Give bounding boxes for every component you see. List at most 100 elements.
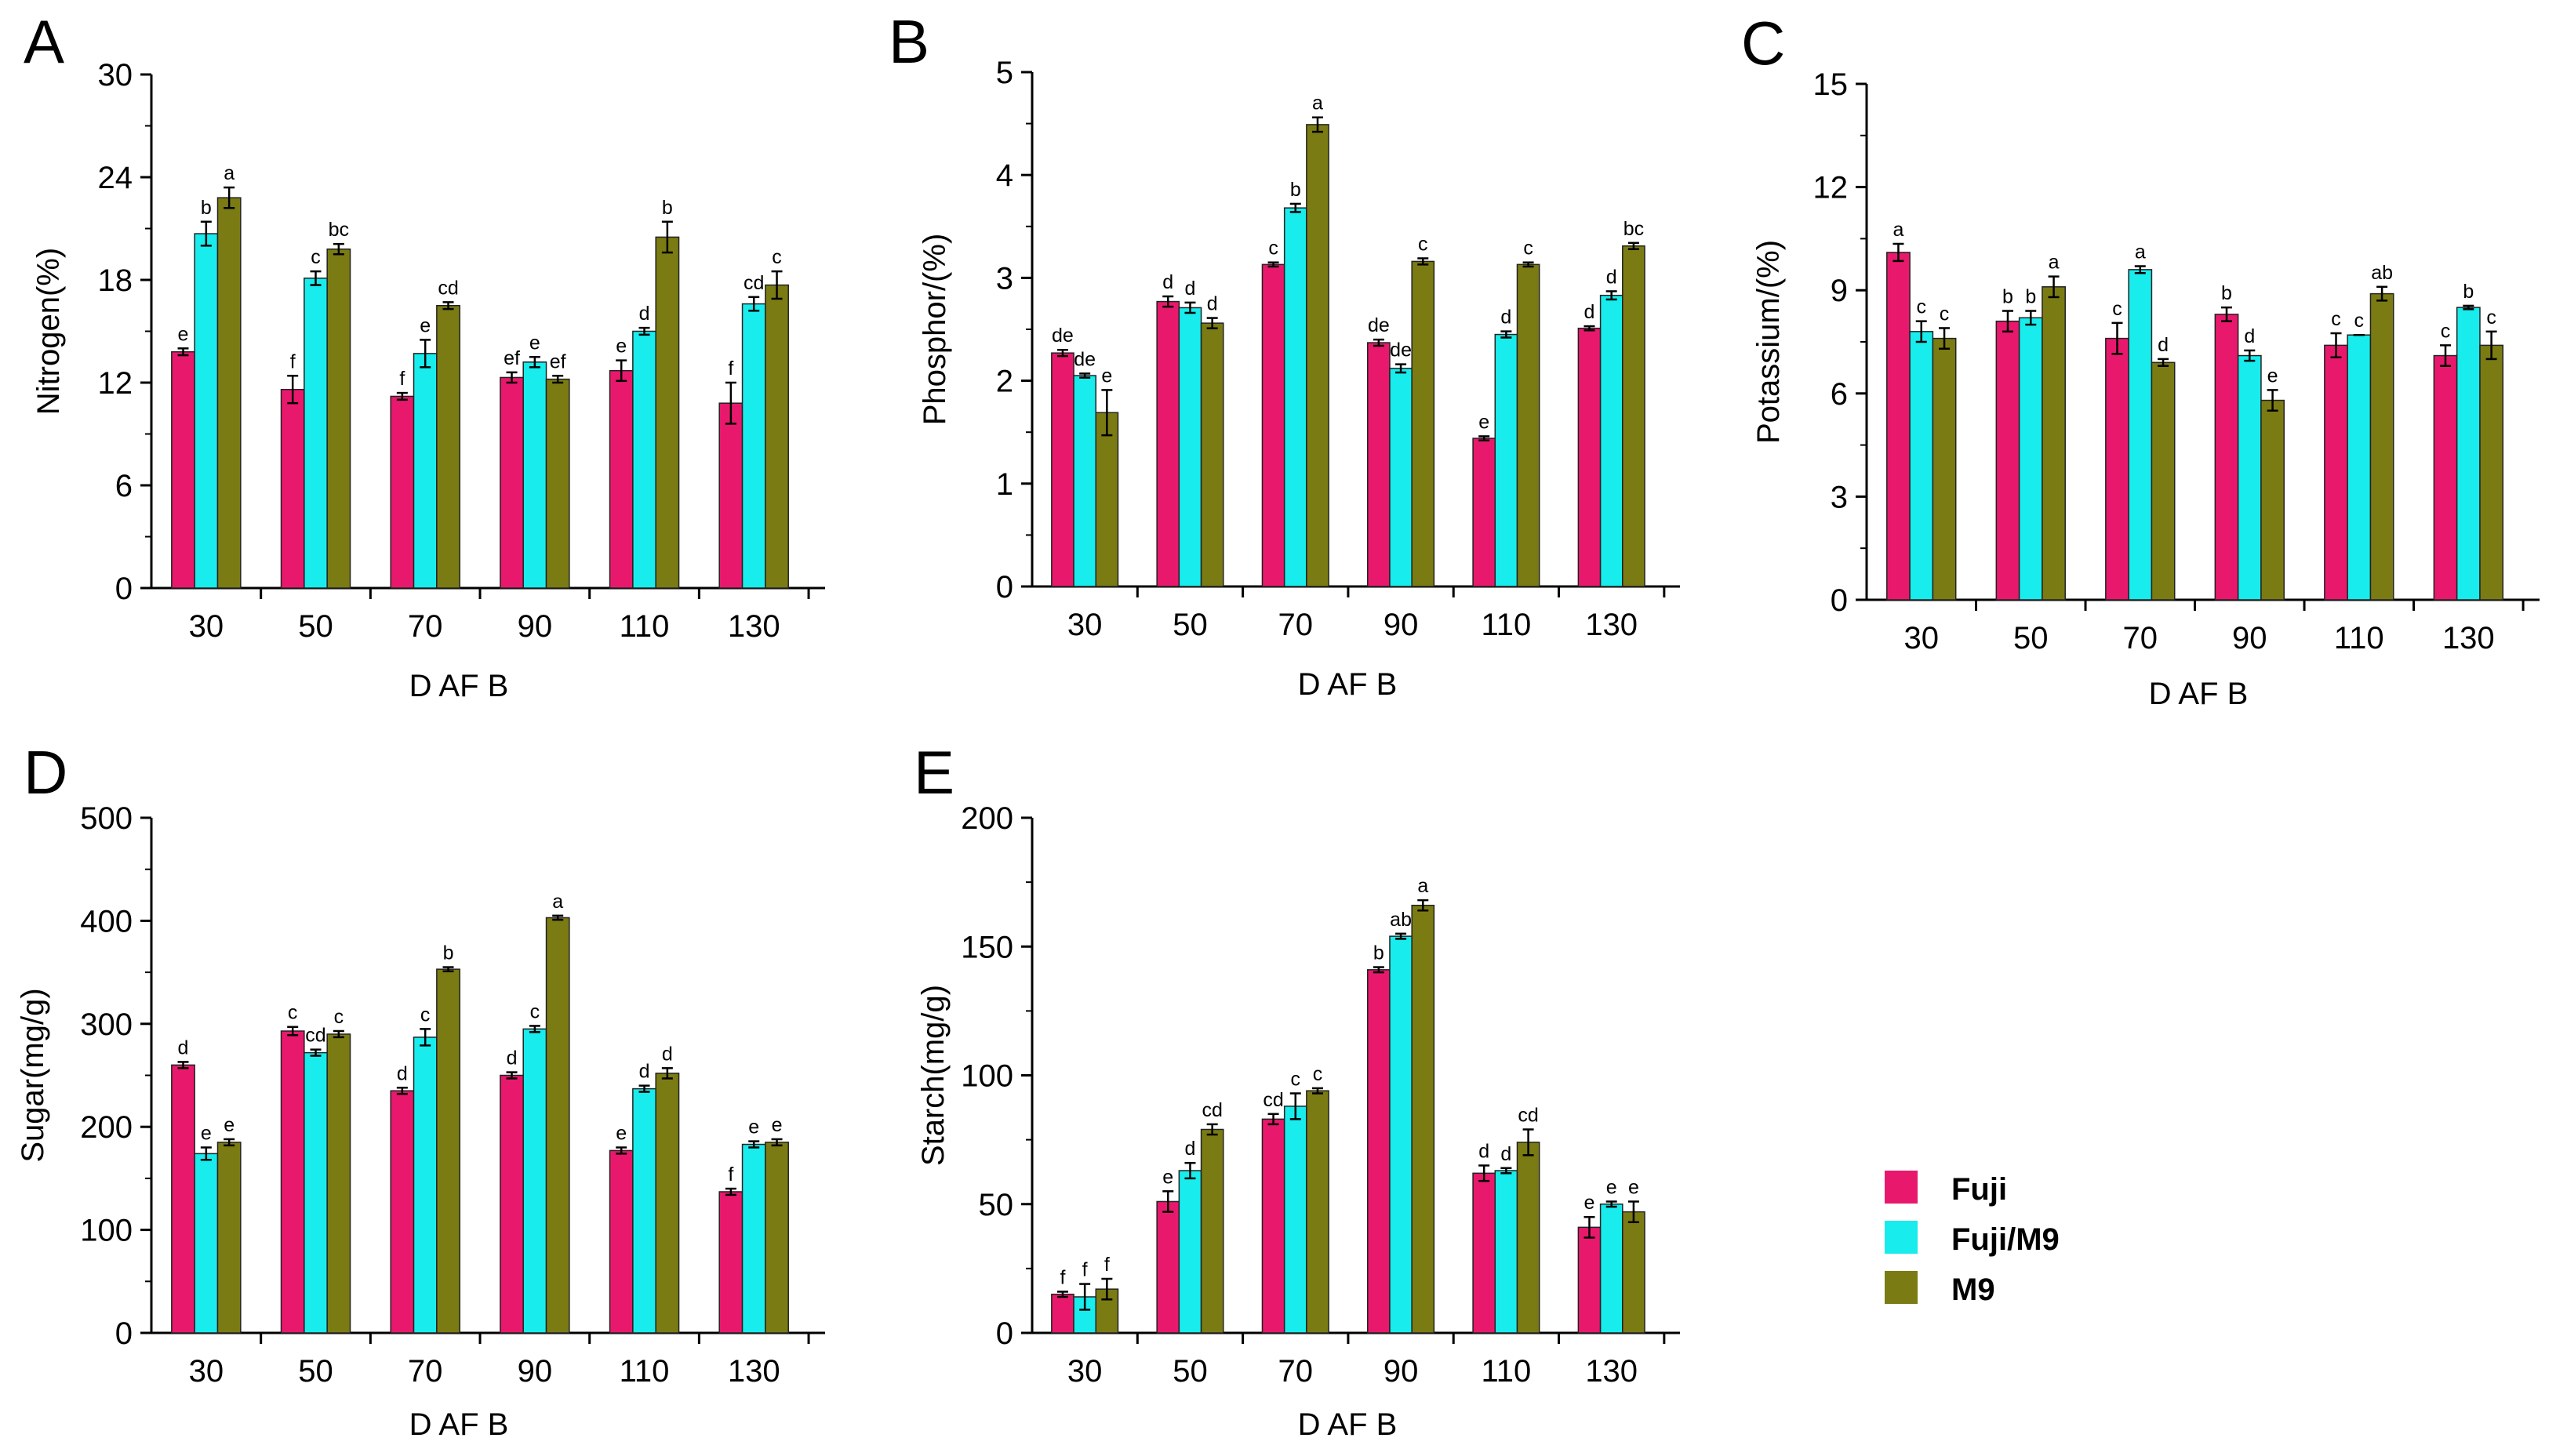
y-tick-label: 500 xyxy=(80,801,133,836)
significance-label: c xyxy=(1313,1063,1323,1085)
significance-label: cd xyxy=(1263,1089,1283,1111)
bar-fuji xyxy=(1367,969,1391,1334)
x-tick-label: 90 xyxy=(1383,608,1419,642)
bar-m9 xyxy=(1622,1211,1645,1334)
bar-fuji-m9 xyxy=(304,278,328,589)
bar-m9 xyxy=(1516,1142,1540,1334)
significance-label: f xyxy=(290,350,296,372)
significance-label: d xyxy=(1500,307,1511,329)
y-tick-label: 150 xyxy=(961,930,1013,964)
significance-label: c xyxy=(2441,320,2451,342)
significance-label: e xyxy=(224,1114,235,1136)
significance-label: e xyxy=(201,1122,212,1144)
panel-letter-e: E xyxy=(914,738,954,807)
significance-label: d xyxy=(1584,301,1595,323)
significance-label: c xyxy=(772,246,782,268)
bar-fuji-m9 xyxy=(1283,207,1307,587)
x-axis-title: D AF B xyxy=(409,669,509,703)
y-axis-title: Phosphor/(%) xyxy=(918,234,952,426)
x-tick-label: 130 xyxy=(1585,608,1638,642)
significance-label: c xyxy=(1917,296,1927,318)
significance-label: e xyxy=(1162,1166,1173,1188)
bar-m9 xyxy=(655,1073,680,1334)
x-tick-label: 50 xyxy=(298,609,333,644)
bar-fuji-m9 xyxy=(1599,294,1623,587)
significance-label: ab xyxy=(1390,909,1412,931)
bar-m9 xyxy=(1932,337,1957,601)
bar-fuji-m9 xyxy=(1283,1106,1307,1334)
significance-label: a xyxy=(1417,875,1428,897)
bar-fuji-m9 xyxy=(522,1028,547,1334)
bar-fuji xyxy=(1261,1118,1285,1334)
bar-fuji xyxy=(500,376,524,589)
bar-fuji xyxy=(609,1149,634,1334)
bar-fuji-m9 xyxy=(194,1153,219,1334)
significance-label: f xyxy=(1104,1254,1110,1276)
y-tick-label: 200 xyxy=(80,1110,133,1145)
legend-swatch-fuji-m9 xyxy=(1885,1221,1918,1254)
bar-fuji xyxy=(2433,354,2458,601)
significance-label: d xyxy=(662,1043,673,1065)
y-tick-label: 18 xyxy=(98,263,133,298)
y-tick-label: 300 xyxy=(80,1008,133,1042)
legend-label-m9: M9 xyxy=(1951,1273,1995,1307)
x-tick-label: 90 xyxy=(1383,1354,1419,1389)
x-tick-label: 70 xyxy=(408,609,443,644)
bar-fuji-m9 xyxy=(1389,935,1413,1334)
significance-label: ef xyxy=(504,347,520,369)
legend-swatch-fuji xyxy=(1885,1171,1918,1204)
bar-fuji-m9 xyxy=(413,353,438,589)
significance-label: cd xyxy=(1202,1099,1222,1121)
significance-label: bc xyxy=(1623,218,1644,240)
y-tick-label: 24 xyxy=(98,161,133,195)
bar-fuji xyxy=(718,1191,744,1334)
significance-label: f xyxy=(399,368,405,390)
significance-label: b xyxy=(443,942,454,964)
significance-label: d xyxy=(1606,266,1617,288)
significance-label: d xyxy=(639,303,650,325)
y-tick-label: 1 xyxy=(996,467,1013,502)
y-tick-label: 9 xyxy=(1831,274,1848,308)
x-tick-label: 70 xyxy=(1278,608,1314,642)
legend: Fuji Fuji/M9 M9 xyxy=(1885,1171,2060,1307)
x-tick-label: 130 xyxy=(2442,621,2495,655)
significance-label: c xyxy=(1268,238,1278,260)
x-tick-label: 70 xyxy=(1278,1354,1314,1389)
bar-fuji-m9 xyxy=(1178,307,1202,587)
bar-m9 xyxy=(216,1142,242,1334)
significance-label: e xyxy=(748,1117,759,1138)
x-tick-label: 50 xyxy=(298,1354,333,1389)
bar-m9 xyxy=(2369,292,2394,601)
y-tick-label: 0 xyxy=(996,570,1013,605)
significance-label: b xyxy=(1373,942,1384,964)
significance-label: e xyxy=(1584,1192,1595,1214)
significance-label: e xyxy=(616,336,627,358)
bar-m9 xyxy=(436,968,460,1334)
significance-label: d xyxy=(1500,1143,1511,1165)
bar-fuji-m9 xyxy=(2237,354,2262,601)
bar-fuji xyxy=(1051,352,1074,587)
significance-label: e xyxy=(529,332,540,354)
bar-fuji xyxy=(1367,342,1391,587)
x-tick-label: 30 xyxy=(189,609,224,644)
x-tick-label: 30 xyxy=(189,1354,224,1389)
significance-label: d xyxy=(639,1061,650,1083)
y-tick-label: 50 xyxy=(979,1188,1014,1222)
significance-label: a xyxy=(224,162,235,184)
significance-label: a xyxy=(1312,93,1323,114)
significance-label: f xyxy=(1060,1266,1065,1288)
bar-m9 xyxy=(1622,245,1645,587)
y-tick-label: 400 xyxy=(80,904,133,939)
y-tick-label: 100 xyxy=(961,1059,1013,1094)
y-tick-label: 6 xyxy=(1831,377,1848,412)
significance-label: ef xyxy=(550,350,566,372)
significance-label: c xyxy=(420,1004,431,1026)
bar-fuji xyxy=(1886,252,1911,601)
y-tick-label: 6 xyxy=(115,469,133,503)
bar-m9 xyxy=(216,197,242,589)
significance-label: b xyxy=(201,197,212,219)
